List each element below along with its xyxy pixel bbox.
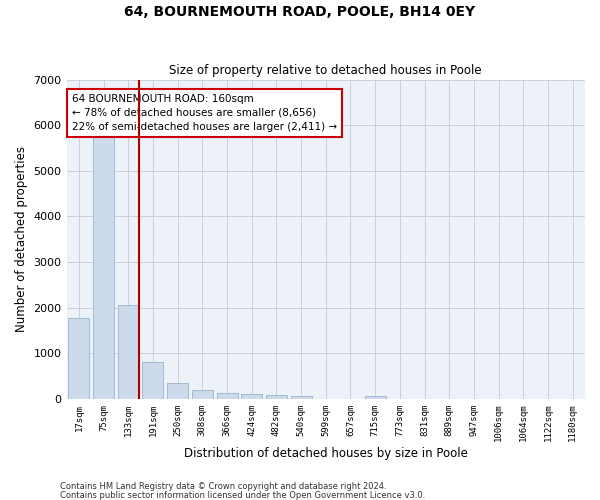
X-axis label: Distribution of detached houses by size in Poole: Distribution of detached houses by size …	[184, 447, 468, 460]
Bar	[241, 394, 262, 399]
Bar	[290, 396, 311, 399]
Bar	[68, 318, 89, 399]
Text: 64 BOURNEMOUTH ROAD: 160sqm
← 78% of detached houses are smaller (8,656)
22% of : 64 BOURNEMOUTH ROAD: 160sqm ← 78% of det…	[72, 94, 337, 132]
Bar	[167, 384, 188, 399]
Text: Contains public sector information licensed under the Open Government Licence v3: Contains public sector information licen…	[60, 490, 425, 500]
Bar	[365, 396, 386, 399]
Text: Contains HM Land Registry data © Crown copyright and database right 2024.: Contains HM Land Registry data © Crown c…	[60, 482, 386, 491]
Bar	[118, 305, 139, 399]
Bar	[266, 394, 287, 399]
Bar	[93, 134, 114, 399]
Y-axis label: Number of detached properties: Number of detached properties	[15, 146, 28, 332]
Bar	[142, 362, 163, 399]
Text: 64, BOURNEMOUTH ROAD, POOLE, BH14 0EY: 64, BOURNEMOUTH ROAD, POOLE, BH14 0EY	[124, 5, 476, 19]
Title: Size of property relative to detached houses in Poole: Size of property relative to detached ho…	[169, 64, 482, 77]
Bar	[192, 390, 213, 399]
Bar	[217, 393, 238, 399]
